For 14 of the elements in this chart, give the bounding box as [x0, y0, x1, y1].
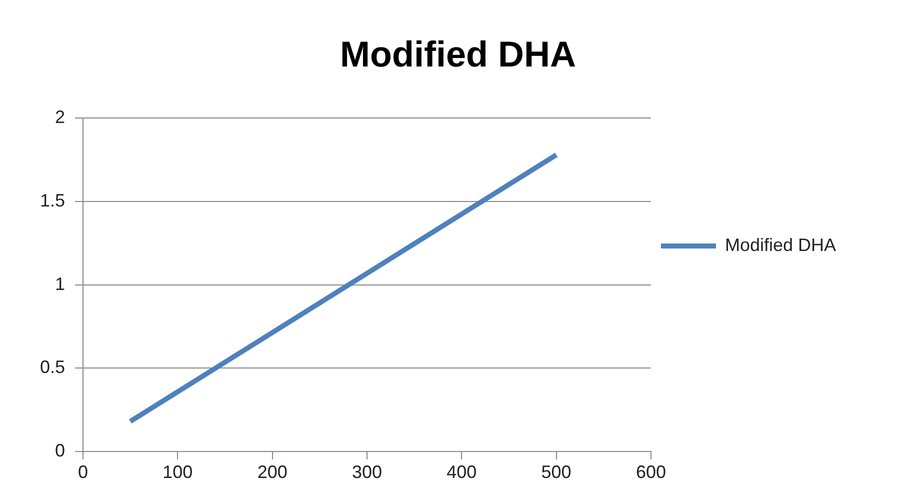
x-tick-label: 600 [636, 462, 666, 482]
x-tick-label: 0 [78, 462, 88, 482]
y-tick-label: 1 [55, 274, 66, 294]
y-tick-label: 0.5 [40, 357, 66, 378]
y-tick-label: 2 [55, 107, 66, 128]
x-tick-label: 300 [352, 462, 382, 482]
legend-label: Modified DHA [724, 234, 836, 255]
x-tick-label: 100 [162, 462, 193, 482]
chart-title: Modified DHA [340, 34, 576, 75]
x-tick-label: 400 [446, 462, 477, 482]
x-tick-label: 500 [541, 462, 572, 482]
y-tick-label: 0 [55, 440, 66, 460]
y-tick-label: 1.5 [40, 190, 66, 210]
x-tick-label: 200 [257, 462, 288, 482]
